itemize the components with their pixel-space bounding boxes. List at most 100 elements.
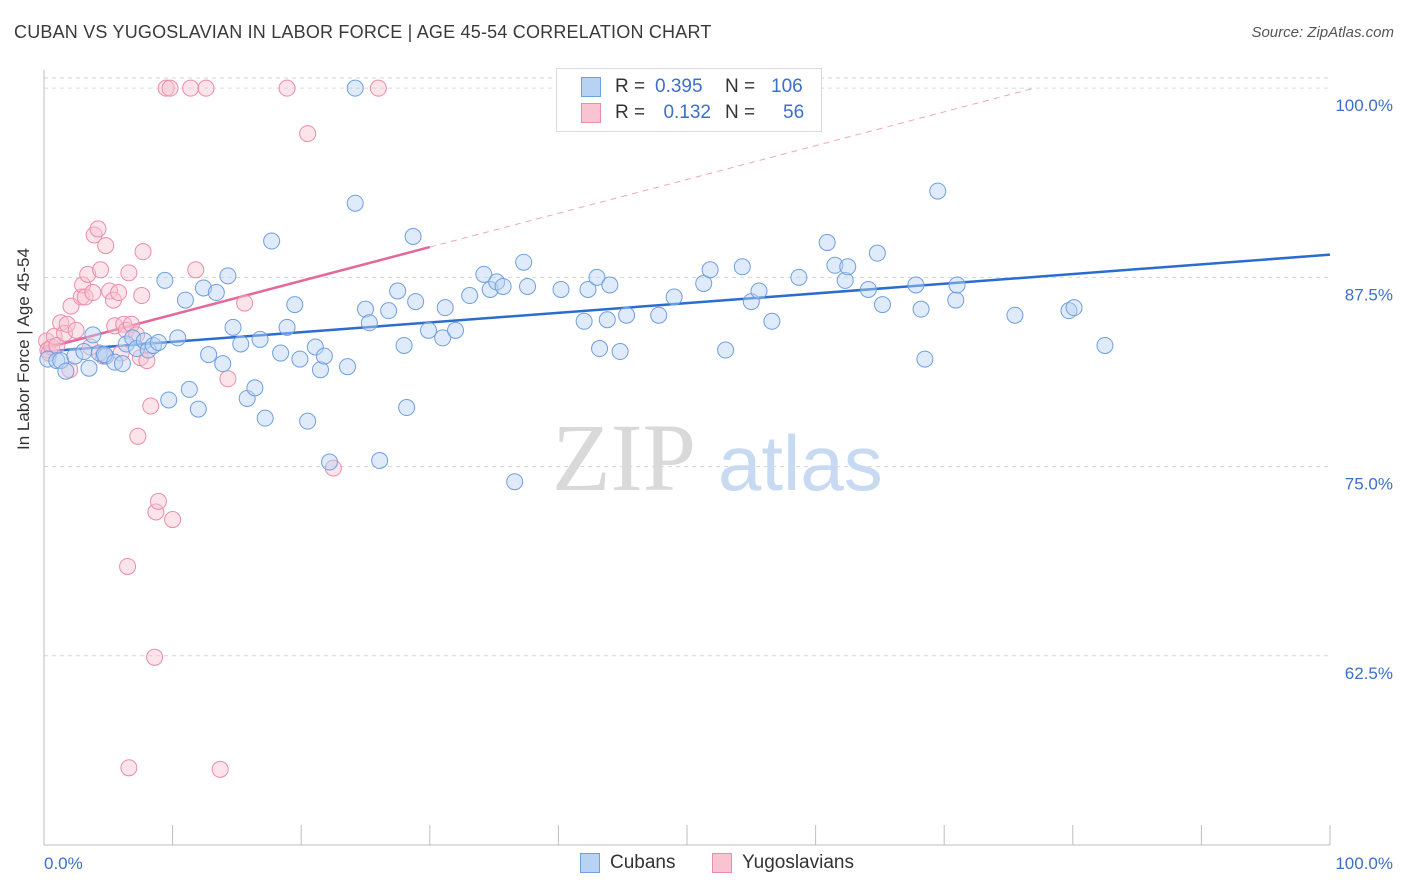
cuban-point (695, 274, 713, 292)
axes (43, 70, 1331, 846)
x-tick-label: 100.0% (1335, 854, 1393, 873)
cuban-point (214, 355, 232, 373)
cuban-point (57, 362, 75, 380)
cuban-point (272, 344, 290, 362)
yugoslavian-point (161, 79, 179, 97)
x-tick-label: 0.0% (44, 854, 83, 873)
yugoslavian-point (164, 511, 182, 529)
cuban-point (916, 350, 934, 368)
cuban-point (575, 312, 593, 330)
yugoslavian-point (120, 759, 138, 777)
yugoslavians-n-value: 56 (783, 102, 805, 123)
cuban-point (591, 340, 609, 358)
cuban-point (251, 330, 269, 348)
yugoslavian-point (187, 261, 205, 279)
cuban-point (357, 300, 374, 318)
cuban-point (149, 333, 167, 351)
cuban-point (733, 258, 751, 276)
y-tick-label: 75.0% (1345, 475, 1393, 494)
watermark-atlas: atlas (718, 419, 883, 507)
cuban-point (224, 318, 242, 336)
cubans-n-value: 106 (771, 76, 803, 97)
cuban-point (552, 280, 570, 298)
yugoslavian-point (147, 503, 165, 521)
cuban-point (836, 271, 854, 289)
cuban-point (398, 399, 416, 417)
cuban-point (75, 343, 93, 361)
cuban-point (144, 336, 162, 354)
cuban-point (1096, 336, 1114, 354)
cuban-point (66, 347, 84, 365)
y-tick-label: 62.5% (1345, 664, 1393, 683)
yugoslavian-point (129, 427, 147, 445)
r-label: R = (615, 102, 646, 123)
cuban-point (306, 338, 324, 356)
cuban-point (113, 355, 131, 373)
cuban-point (176, 291, 194, 309)
cuban-point (420, 321, 438, 339)
legend-item-cubans[interactable]: Cubans (580, 852, 676, 874)
yugoslavian-point (146, 648, 164, 666)
cuban-point (868, 244, 886, 262)
cuban-point (320, 453, 338, 471)
yugoslavian-point (67, 321, 85, 339)
cuban-point (665, 288, 683, 306)
yugoslavian-point (197, 79, 215, 97)
cuban-point (475, 265, 493, 283)
cuban-point (346, 79, 364, 97)
yugoslavian-point (84, 284, 102, 302)
cuban-point (818, 234, 836, 252)
cuban-point (1006, 306, 1024, 324)
y-tick-label: 87.5% (1345, 285, 1393, 304)
y-tick-label: 100.0% (1335, 96, 1393, 115)
cuban-point (194, 279, 212, 297)
chart-title: CUBAN VS YUGOSLAVIAN IN LABOR FORCE | AG… (14, 22, 712, 42)
cuban-point (180, 380, 198, 398)
cuban-point (717, 341, 735, 359)
yugoslavian-point (101, 282, 119, 300)
cuban-point (256, 409, 274, 427)
cubans-swatch (581, 77, 601, 97)
yugoslavian-point (278, 79, 296, 97)
yugoslavians-trend-line (43, 245, 431, 350)
cuban-point (299, 412, 317, 430)
cuban-point (189, 400, 207, 418)
yugoslavian-point (149, 492, 167, 510)
n-label: N = (725, 76, 756, 97)
cuban-point (588, 268, 606, 286)
cuban-point (579, 280, 597, 298)
cuban-point (948, 276, 966, 294)
cubans-swatch (580, 853, 600, 873)
yugoslavian-point (236, 294, 254, 312)
n-label: N = (725, 102, 756, 123)
cuban-point (404, 228, 422, 246)
yugoslavian-point (369, 79, 387, 97)
yugoslavian-point (92, 261, 110, 279)
cuban-point (436, 299, 454, 317)
cuban-point (859, 280, 877, 298)
cuban-point (286, 296, 304, 314)
cuban-point (618, 306, 636, 324)
legend-item-yugoslavians[interactable]: Yugoslavians (712, 852, 854, 874)
cuban-point (135, 332, 153, 350)
cuban-point (169, 329, 187, 347)
cuban-point (407, 293, 425, 311)
yugoslavians-r-value: 0.132 (663, 102, 711, 123)
cuban-point (207, 284, 225, 302)
cuban-point (380, 302, 398, 320)
watermark-zip: ZIP (552, 404, 696, 511)
source-label: Source: ZipAtlas.com (1251, 24, 1394, 41)
r-label: R = (615, 76, 646, 97)
cuban-point (232, 335, 250, 353)
tick-labels: 62.5% 75.0% 87.5% 100.0% 0.0% 100.0% (44, 96, 1393, 873)
cuban-point (519, 277, 537, 295)
cuban-point (506, 473, 524, 491)
y-axis-label: In Labor Force | Age 45-54 (14, 248, 33, 450)
cuban-point (117, 335, 135, 353)
yugoslavian-point (142, 397, 160, 415)
yugoslavian-point (211, 760, 229, 778)
cubans-r-value: 0.395 (655, 76, 703, 97)
cuban-point (790, 268, 808, 286)
series-legend: Cubans Yugoslavians (0, 852, 1406, 878)
cubans-trend-line (43, 253, 1331, 353)
